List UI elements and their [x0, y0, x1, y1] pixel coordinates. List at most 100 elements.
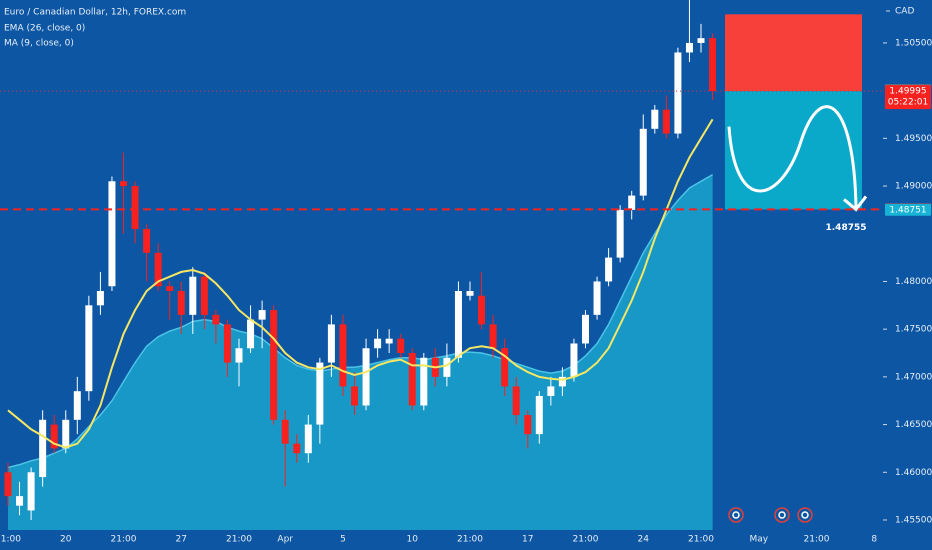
indicator-line [7, 118, 714, 449]
candle-body [466, 290, 474, 296]
x-tick-label: Apr [277, 535, 293, 545]
axis-title: CAD [895, 7, 914, 17]
candle-body [304, 424, 312, 454]
candle-body [39, 419, 47, 478]
candle-body [62, 419, 70, 449]
y-tick-label: 1.50500 [895, 38, 932, 48]
candle-body [177, 290, 185, 315]
candle-body [293, 443, 301, 454]
candle-body [143, 228, 151, 253]
x-tick-label: 24 [638, 535, 650, 545]
y-tick-label: 1.45500 [895, 515, 932, 525]
legend-entry: EMA (26, close, 0) [4, 24, 85, 34]
candle-body [489, 324, 497, 349]
candle-body [639, 128, 647, 196]
price-label-box [885, 85, 931, 110]
area-fill [8, 174, 713, 530]
price-label: 1.49995 [889, 87, 926, 97]
candle-body [408, 353, 416, 406]
x-tick-label: 20 [60, 535, 72, 545]
legend-entry: MA (9, close, 0) [4, 39, 74, 49]
candle-body [454, 290, 462, 358]
candle-body [558, 376, 566, 387]
x-tick-label: 21:00 [0, 535, 21, 545]
countdown-label: 05:22:01 [888, 98, 928, 108]
candle-body [662, 109, 670, 134]
candle-body [50, 424, 58, 449]
event-icon-glyph [801, 511, 809, 519]
candle-body [351, 386, 358, 406]
candle-body [16, 496, 24, 506]
drawn-arrow [843, 195, 868, 212]
event-icon[interactable] [797, 507, 813, 523]
x-tick-label: 21:00 [226, 535, 252, 545]
candle-body [374, 338, 382, 349]
candle-body [570, 343, 578, 377]
candle-body [339, 324, 347, 387]
x-tick-label: 21:00 [804, 535, 830, 545]
candle-body [397, 338, 405, 354]
x-tick-label: May [749, 535, 768, 545]
chart-title: Euro / Canadian Dollar, 12h, FOREX.com [4, 8, 186, 18]
candle-body [420, 357, 428, 406]
event-icon[interactable] [774, 507, 790, 523]
event-icon-glyph [732, 511, 740, 519]
event-icon[interactable] [728, 507, 744, 523]
candle-body [593, 281, 601, 315]
candle-body [247, 319, 255, 349]
candle-body [709, 38, 717, 92]
event-icon-glyph [778, 511, 786, 519]
x-tick-label: 21:00 [573, 535, 599, 545]
x-tick-label: 10 [407, 535, 419, 545]
y-tick-label: 1.46000 [895, 468, 932, 478]
candle-body [73, 391, 81, 420]
y-tick-label: 1.48000 [895, 277, 932, 287]
x-tick-label: 8 [871, 535, 877, 545]
x-tick-label: 27 [176, 535, 187, 545]
candle-body [501, 348, 509, 387]
x-tick-label: 5 [340, 535, 346, 545]
candle-body [697, 38, 705, 43]
price-label-box [885, 203, 931, 216]
candle-body [478, 295, 486, 325]
candle-body [685, 42, 693, 53]
candle-body [270, 310, 278, 420]
candle-body [120, 181, 127, 187]
candle-body [651, 109, 659, 129]
candle-body [327, 324, 335, 363]
candle-body [524, 415, 532, 435]
x-tick-label: 17 [522, 535, 533, 545]
candle-body [582, 314, 589, 344]
y-tick-label: 1.47500 [895, 325, 932, 335]
x-tick-label: 21:00 [111, 535, 137, 545]
candle-body [547, 386, 555, 396]
candle-body [223, 324, 231, 363]
annotation: 1.48755 [826, 223, 867, 233]
candle-body [362, 348, 370, 406]
candle-body [4, 472, 12, 497]
candle-body [154, 252, 162, 287]
candle-body [512, 386, 520, 416]
candle-body [166, 286, 174, 291]
candle-body [189, 276, 197, 315]
candle-body [235, 348, 243, 363]
x-tick-label: 21:00 [457, 535, 483, 545]
candle-body [616, 209, 624, 258]
candle-body [674, 52, 682, 134]
indicator-layer [7, 173, 713, 530]
candle-body [316, 362, 324, 425]
drawn-curve [727, 105, 858, 208]
area-line [7, 173, 713, 469]
event-icons [728, 507, 813, 523]
candle-body [131, 186, 139, 229]
candle-body [200, 276, 208, 315]
candle-body [108, 181, 116, 287]
y-tick-label: 1.46500 [895, 420, 932, 430]
overlay-layer: 1.48755 [0, 14, 883, 449]
candle-body [443, 357, 451, 377]
candle-body [96, 290, 104, 306]
price-label: 1.48751 [889, 205, 926, 215]
stop-zone [725, 14, 862, 92]
candle-body [628, 195, 636, 210]
